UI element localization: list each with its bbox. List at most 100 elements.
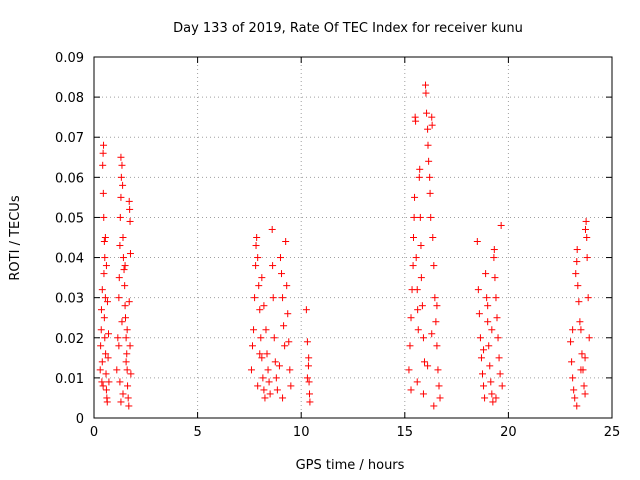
y-tick-label: 0.04 [55,252,84,267]
y-tick-label: 0 [76,412,84,427]
data-point [97,306,105,314]
data-point [96,366,104,374]
data-point [103,398,111,406]
data-point [122,358,130,366]
data-point [577,326,585,334]
data-point [121,314,129,322]
data-point [98,378,106,386]
data-point [497,221,505,229]
data-point [250,326,258,334]
data-point [489,398,497,406]
data-point [101,334,109,342]
data-point [98,358,106,366]
y-axis-label: ROTI / TECUs [8,195,23,280]
data-point [422,81,430,89]
data-point [305,378,313,386]
data-point [254,254,262,262]
data-point [417,274,425,282]
data-point [427,213,435,221]
data-point [407,314,415,322]
data-point [257,334,265,342]
data-point [424,141,432,149]
data-point [575,298,583,306]
data-point [413,286,421,294]
data-point [270,334,278,342]
data-point [101,254,109,262]
data-point [121,282,129,290]
data-point [118,318,126,326]
data-point [254,382,262,390]
axis-ticks [93,56,613,419]
data-point [123,326,131,334]
data-point [247,366,255,374]
data-point [422,89,430,97]
data-point [583,234,591,241]
data-point [118,161,126,169]
data-point [279,394,287,402]
data-point [266,390,274,398]
data-point [572,270,580,278]
data-point [127,370,135,378]
data-point [584,294,592,302]
data-point [436,394,444,402]
data-point [410,213,418,221]
grid [94,57,612,418]
data-point [487,378,495,386]
data-point [580,382,588,390]
data-point [252,242,260,250]
data-point [117,173,125,181]
data-point [255,282,263,290]
data-point [268,225,276,233]
data-point [496,370,504,378]
data-point [123,366,131,374]
data-point [428,121,436,129]
data-point [569,326,577,334]
data-point [488,326,496,334]
data-point [484,302,492,310]
data-point [114,334,122,342]
y-tick-label: 0.08 [55,91,84,106]
data-point [570,386,578,394]
data-point [103,298,111,306]
data-point [492,394,500,402]
data-point [279,294,287,302]
x-tick-labels: 0 5 10 15 20 25 [90,425,620,440]
data-point [576,318,584,326]
x-tick-label: 10 [293,425,310,440]
data-point [287,382,295,390]
data-point [578,350,586,358]
data-point [260,302,268,310]
data-point [412,254,420,262]
data-point [480,382,488,390]
data-point [105,378,113,386]
data-point [253,234,261,241]
data-point [484,318,492,326]
data-point [123,350,131,358]
data-point [424,362,432,370]
data-point [414,306,422,314]
data-point [121,262,129,270]
data-point [98,286,106,294]
data-point [100,270,108,278]
data-point [113,366,121,374]
data-point [286,366,294,374]
data-point [581,390,589,398]
data-point [258,354,266,362]
data-point [276,254,284,262]
data-point [303,374,311,382]
y-tick-label: 0.09 [55,51,84,66]
data-points [96,81,593,410]
data-point [480,346,488,354]
data-point [100,213,108,221]
y-tick-label: 0.01 [55,372,84,387]
data-point [102,262,110,270]
data-point [583,254,591,262]
data-point [117,398,125,406]
data-point [271,358,279,366]
data-point [126,250,134,258]
data-point [258,274,266,282]
data-point [120,266,128,274]
y-tick-label: 0.02 [55,332,84,347]
data-point [104,354,112,362]
data-point [126,217,134,225]
